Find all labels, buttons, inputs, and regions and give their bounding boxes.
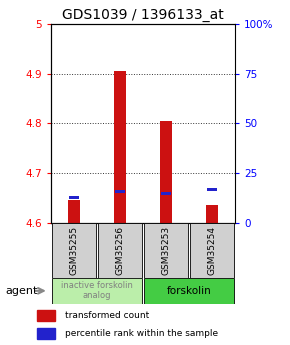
Bar [52,223,96,278]
Text: GSM35255: GSM35255 [69,226,78,275]
Bar [115,190,125,193]
Title: GDS1039 / 1396133_at: GDS1039 / 1396133_at [62,8,224,22]
Text: forskolin: forskolin [166,286,211,296]
Bar [37,310,55,321]
Bar [160,121,172,223]
Text: GSM35253: GSM35253 [161,226,170,275]
Text: inactive forskolin
analog: inactive forskolin analog [61,281,133,300]
Bar [114,71,126,223]
Text: GSM35254: GSM35254 [207,226,216,275]
Bar [144,278,234,304]
Bar [69,196,79,199]
Bar [68,200,79,223]
Text: percentile rank within the sample: percentile rank within the sample [65,329,218,338]
Bar [206,205,218,223]
Bar [98,223,142,278]
Bar [144,223,188,278]
Text: agent: agent [6,286,38,296]
Bar [207,188,217,191]
Bar [190,223,234,278]
Bar [37,328,55,339]
Text: GSM35256: GSM35256 [115,226,124,275]
Text: transformed count: transformed count [65,311,149,320]
Bar [161,192,171,195]
Bar [52,278,142,304]
